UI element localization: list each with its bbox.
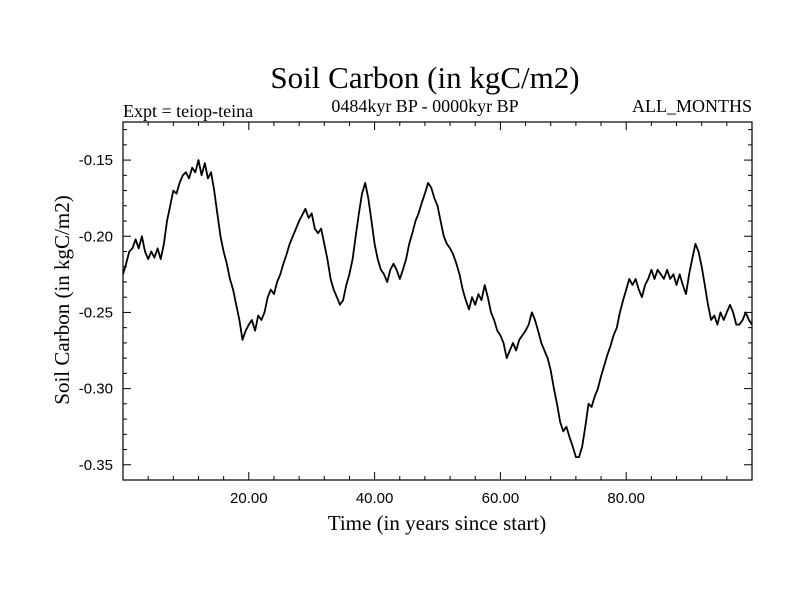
experiment-label: Expt = teiop-teina — [123, 101, 253, 121]
x-tick-label: 80.00 — [607, 490, 645, 507]
y-tick-label: -0.15 — [79, 152, 113, 169]
x-tick-label: 60.00 — [482, 490, 520, 507]
y-tick-label: -0.25 — [79, 304, 113, 321]
y-tick-label: -0.20 — [79, 228, 113, 245]
y-tick-label: -0.30 — [79, 381, 113, 398]
plot-frame — [122, 121, 753, 481]
soil-carbon-series-line — [122, 159, 753, 458]
months-label: ALL_MONTHS — [632, 96, 752, 116]
x-axis-label: Time (in years since start) — [328, 511, 547, 535]
chart-title: Soil Carbon (in kgC/m2) — [270, 60, 579, 95]
x-tick-label: 20.00 — [230, 490, 268, 507]
plot-area: 20.00 40.00 60.00 80.00 -0.15 -0.20 -0.25 -0.30… — [79, 121, 753, 507]
y-axis-label: Soil Carbon (in kgC/m2) — [50, 195, 74, 404]
x-tick-label: 40.00 — [356, 490, 394, 507]
chart-subtitle: 0484kyr BP - 0000kyr BP — [331, 96, 518, 116]
y-tick-label: -0.35 — [79, 457, 113, 474]
